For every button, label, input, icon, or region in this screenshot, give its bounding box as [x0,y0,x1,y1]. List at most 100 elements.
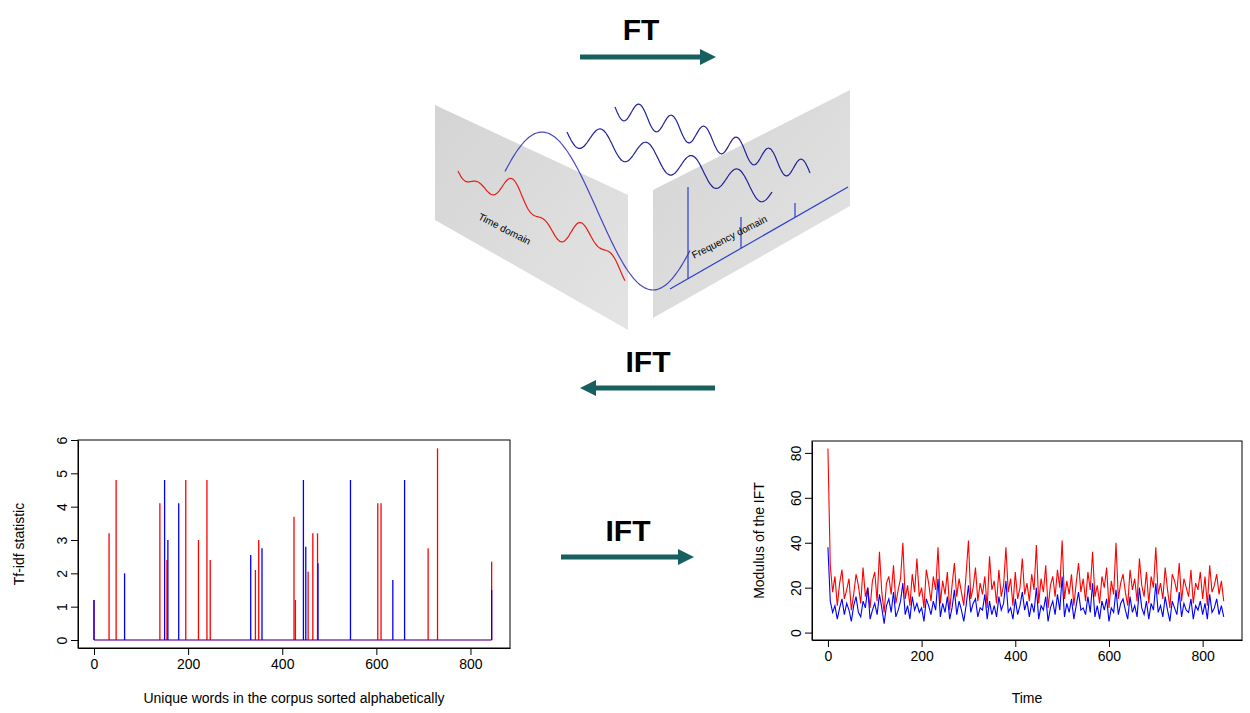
spike [159,503,160,640]
series-line [828,448,1224,612]
spike [206,480,207,640]
zero-baseline [94,639,492,640]
spike [350,480,351,640]
x-tick-mark [828,640,829,647]
x-tick-mark [376,648,377,655]
y-tick: 2 [54,570,78,578]
spike [491,590,492,640]
spike [380,503,381,640]
spike [210,560,211,640]
spike [261,548,262,640]
y-tick: 40 [788,535,812,551]
x-tick-label: 800 [459,656,483,672]
spike [124,573,125,640]
y-tick: 0 [54,636,78,644]
x-tick-label: 200 [177,656,201,672]
spike [491,562,492,640]
spike [255,570,256,640]
spike [295,600,296,640]
arrow-head [678,549,694,565]
panel-label: Frequency domain [690,213,769,260]
y-tick: 20 [788,580,812,596]
spike [377,503,378,640]
x-tick: 0 [91,648,99,672]
x-axis-title: Time [1012,690,1043,706]
frequency-spike [794,203,795,217]
y-axis-title: Modulus of the IFT [751,482,767,599]
zero-baseline [94,639,492,640]
y-tick-label: 0 [788,629,804,637]
spike [185,480,186,640]
spike [437,448,438,640]
y-tick-label: 1 [54,603,70,611]
x-tick-label: 600 [365,656,389,672]
spike [307,572,308,640]
x-tick: 800 [1191,640,1215,664]
plot-area [828,448,1224,623]
y-tick: 1 [54,603,78,611]
y-tick-mark [71,540,78,541]
x-tick-mark [188,648,189,655]
y-tick-mark [71,440,78,441]
y-tick-label: 6 [54,436,70,444]
arrow-shaft [561,555,678,560]
x-tick-label: 200 [910,648,934,664]
spike [108,533,109,640]
spike [303,480,304,640]
y-tick-mark [805,498,812,499]
arrow-head [580,380,596,396]
x-tick-label: 400 [1004,648,1028,664]
x-tick: 800 [459,648,483,672]
y-axis: 0123456 [54,436,79,648]
spike [312,533,313,640]
spike [178,503,179,640]
y-tick-mark [71,607,78,608]
plot-area [94,448,492,640]
y-tick-mark [71,640,78,641]
y-tick-mark [71,507,78,508]
spike [404,480,405,640]
spike [93,600,94,640]
panel-label: Time domain [477,211,533,247]
plot-frame [78,440,510,648]
ift-arrow [561,549,694,565]
x-tick-label: 800 [1191,648,1215,664]
y-tick: 6 [54,436,78,444]
y-tick: 3 [54,536,78,544]
x-tick-mark [1109,640,1110,647]
x-tick-mark [922,640,923,647]
ift-arrow [580,380,715,396]
x-axis: 0200400600800 [79,648,511,672]
x-tick: 200 [910,640,934,664]
x-tick-mark [1015,640,1016,647]
y-tick: 5 [54,470,78,478]
spike [93,600,94,640]
y-tick-label: 2 [54,570,70,578]
spike [258,540,259,640]
x-tick-label: 0 [91,656,99,672]
x-tick: 600 [365,648,389,672]
y-tick: 60 [788,490,812,506]
chart: 0200400600800020406080TimeModulus of the… [751,441,1243,706]
arrow-label: IFT [626,345,671,378]
y-axis-title: Tf-idf statistic [11,503,27,585]
series [94,448,492,640]
spike [198,540,199,640]
y-tick-mark [805,633,812,634]
y-tick: 80 [788,445,812,461]
frequency-panel [653,90,850,318]
spike [305,547,306,640]
x-tick: 200 [177,648,201,672]
y-tick-mark [71,573,78,574]
x-tick: 0 [825,640,833,664]
x-tick-label: 0 [825,648,833,664]
y-tick-label: 80 [788,445,804,461]
spike [427,548,428,640]
series-line [828,547,1224,623]
arrow-label: IFT [606,514,651,547]
frequency-spike [687,187,688,279]
spike [250,555,251,640]
y-tick-label: 60 [788,490,804,506]
sinusoid [567,129,772,202]
series [94,480,492,640]
